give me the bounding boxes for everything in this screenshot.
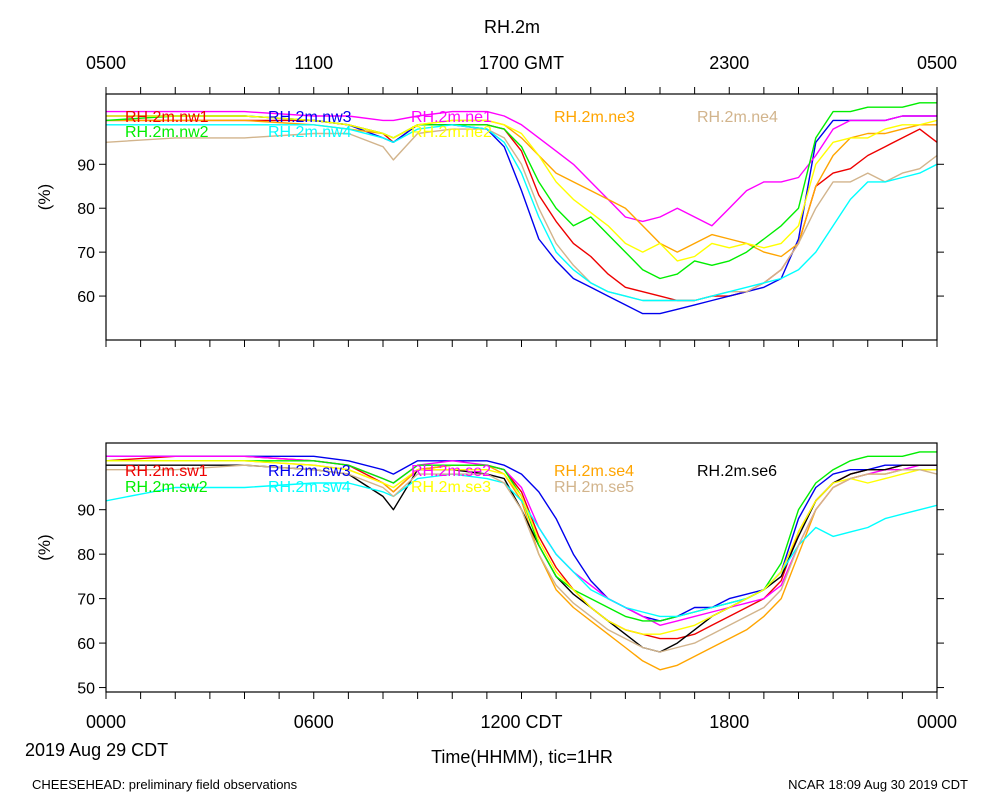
- y-tick-label: 90: [77, 157, 95, 174]
- legend-entry-rh-2m-se4: RH.2m.se4: [554, 463, 634, 480]
- series-lines: [106, 451, 937, 671]
- y-tick-label: 70: [77, 245, 95, 262]
- top-axis-tick-label: 2300: [709, 53, 749, 73]
- bottom-cdt-axis: 0000 0600 1200 CDT 1800 0000: [86, 712, 957, 732]
- bottom-axis-tick-label: 1200 CDT: [480, 712, 562, 732]
- series-line-rh-2m-sw3: [106, 455, 937, 622]
- y-tick-label: 80: [77, 547, 95, 564]
- series-line-rh-2m-se5: [106, 464, 937, 653]
- legend-entry-rh-2m-ne2: RH.2m.ne2: [411, 124, 492, 141]
- plot-frame: [105, 93, 938, 341]
- series-line-rh-2m-se6: [106, 464, 937, 653]
- legend-entry-rh-2m-ne4: RH.2m.ne4: [697, 109, 778, 126]
- bottom-axis-tick-label: 0600: [294, 712, 334, 732]
- series-line-rh-2m-sw1: [106, 455, 937, 640]
- x-axis-label: Time(HHMM), tic=1HR: [431, 747, 613, 767]
- series-line-rh-2m-ne2: [106, 115, 937, 262]
- y-tick-label: 50: [77, 681, 95, 698]
- series-line-rh-2m-nw4: [106, 124, 937, 302]
- legend-entry-rh-2m-nw4: RH.2m.nw4: [268, 124, 352, 141]
- legend-entry-rh-2m-se2: RH.2m.se2: [411, 463, 491, 480]
- legend-entry-rh-2m-se5: RH.2m.se5: [554, 479, 634, 496]
- south-panel: 50 60 70 80 90 (%) RH.2m.sw1 RH.2m.sw3 RH.2m.se2…: [35, 442, 944, 699]
- top-axis-tick-label: 1100: [294, 53, 333, 73]
- y-tick-label: 60: [77, 289, 95, 306]
- y-tick-label: 60: [77, 636, 95, 653]
- y-axis-label: (%): [35, 534, 54, 560]
- plot-frame: [105, 442, 938, 693]
- series-line-rh-2m-se2: [106, 455, 937, 626]
- legend-entry-rh-2m-ne1: RH.2m.ne1: [411, 109, 492, 126]
- series-line-rh-2m-sw2: [106, 451, 937, 622]
- y-axis-label: (%): [35, 184, 54, 210]
- legend-entry-rh-2m-sw1: RH.2m.sw1: [125, 463, 208, 480]
- footer-left: CHEESEHEAD: preliminary field observatio…: [32, 777, 298, 792]
- top-axis-tick-label: 0500: [86, 53, 126, 73]
- top-axis-tick-label: 0500: [917, 53, 957, 73]
- top-gmt-axis: 0500 1100 1700 GMT 2300 0500: [86, 53, 957, 94]
- series-line-rh-2m-se3: [106, 460, 937, 635]
- series-lines: [106, 102, 937, 315]
- series-line-rh-2m-ne1: [106, 110, 937, 227]
- bottom-axis-tick-label: 0000: [86, 712, 126, 732]
- legend-entry-rh-2m-se6: RH.2m.se6: [697, 463, 777, 480]
- top-axis-tick-label: 1700 GMT: [479, 53, 564, 73]
- y-tick-label: 90: [77, 503, 95, 520]
- legend-entry-rh-2m-sw4: RH.2m.sw4: [268, 479, 351, 496]
- footer-right: NCAR 18:09 Aug 30 2019 CDT: [788, 777, 968, 792]
- legend-entry-rh-2m-sw2: RH.2m.sw2: [125, 479, 208, 496]
- legend-entry-rh-2m-nw1: RH.2m.nw1: [125, 109, 209, 126]
- bottom-axis-tick-label: 1800: [709, 712, 749, 732]
- y-tick-label: 80: [77, 201, 95, 218]
- legend-entry-rh-2m-nw3: RH.2m.nw3: [268, 109, 352, 126]
- y-tick-label: 70: [77, 592, 95, 609]
- legend-entry-rh-2m-sw3: RH.2m.sw3: [268, 463, 351, 480]
- legend-entry-rh-2m-ne3: RH.2m.ne3: [554, 109, 635, 126]
- legend-entry-rh-2m-se3: RH.2m.se3: [411, 479, 491, 496]
- legend-entry-rh-2m-nw2: RH.2m.nw2: [125, 124, 209, 141]
- series-line-rh-2m-ne3: [106, 119, 937, 258]
- chart-title: RH.2m: [484, 17, 540, 37]
- bottom-axis-tick-label: 0000: [917, 712, 957, 732]
- date-label: 2019 Aug 29 CDT: [25, 740, 168, 760]
